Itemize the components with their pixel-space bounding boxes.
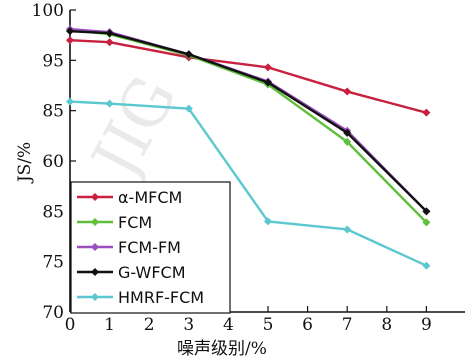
data-point (343, 137, 352, 146)
data-point (184, 50, 193, 59)
data-point (105, 99, 114, 108)
data-point (184, 104, 193, 113)
data-point (264, 217, 272, 226)
x-tick-label: 9 (421, 315, 432, 335)
data-point (66, 27, 74, 36)
legend-label: α-MFCM (118, 188, 182, 207)
x-tick-label: 3 (183, 315, 194, 335)
legend-swatch-marker (91, 218, 99, 226)
data-point (422, 218, 431, 227)
legend-item-g-wfcm: G-WFCM (77, 263, 186, 282)
data-point (343, 87, 352, 96)
data-point (422, 207, 431, 216)
series-g-wfcm (66, 27, 431, 216)
data-point (343, 225, 352, 234)
legend-item-fcm: FCM (77, 213, 152, 232)
x-tick-label: 8 (381, 315, 392, 335)
series-layer (66, 25, 431, 270)
x-tick-label: 1 (104, 315, 115, 335)
x-axis-label: 噪声级别/% (177, 339, 267, 359)
x-tick-label: 2 (144, 315, 155, 335)
y-tick-label: 70 (42, 303, 64, 323)
data-point (66, 36, 74, 45)
legend-swatch-marker (91, 268, 99, 276)
x-tick-label: 5 (263, 315, 274, 335)
y-tick-label: 60 (42, 152, 64, 172)
x-tick-label: 4 (223, 315, 234, 335)
series-hmrf-fcm (66, 97, 431, 270)
legend-swatch-marker (91, 193, 99, 201)
data-point (264, 78, 272, 87)
legend: α-MFCM FCM FCM-FM G-WFCM HMRF-FCM (70, 181, 231, 314)
x-tick-label: 6 (302, 315, 313, 335)
data-point (105, 38, 114, 47)
legend-item-fcm-fm: FCM-FM (77, 238, 181, 257)
y-tick-label: 85 (42, 202, 64, 222)
legend-item-hmrf-fcm: HMRF-FCM (77, 288, 204, 307)
legend-label: FCM-FM (118, 238, 181, 257)
y-tick-label: 75 (42, 253, 64, 273)
y-axis-ticks: 70 75 85 60 85 95 100 (32, 1, 76, 323)
legend-label: FCM (118, 213, 152, 232)
series-line-mfcm (69, 39, 427, 114)
legend-swatch-marker (91, 243, 99, 251)
data-point (105, 29, 114, 38)
series-line-g-wfcm (69, 29, 428, 213)
x-tick-label: 7 (342, 315, 353, 335)
legend-label: G-WFCM (118, 263, 186, 282)
data-point (422, 261, 431, 270)
y-tick-label: 85 (42, 102, 64, 122)
y-tick-label: 95 (42, 51, 64, 71)
legend-label: HMRF-FCM (118, 288, 204, 307)
data-point (422, 108, 431, 117)
data-point (264, 63, 272, 72)
y-axis-label: JS/% (15, 142, 35, 184)
series-line-hmrf-fcm (69, 100, 427, 267)
legend-swatch-marker (91, 293, 99, 301)
data-point (343, 128, 352, 137)
y-tick-label: 100 (32, 1, 64, 21)
watermark: JIG (76, 65, 192, 195)
data-point (66, 97, 74, 106)
x-tick-label: 0 (65, 315, 76, 335)
legend-item-mfcm: α-MFCM (77, 188, 182, 207)
